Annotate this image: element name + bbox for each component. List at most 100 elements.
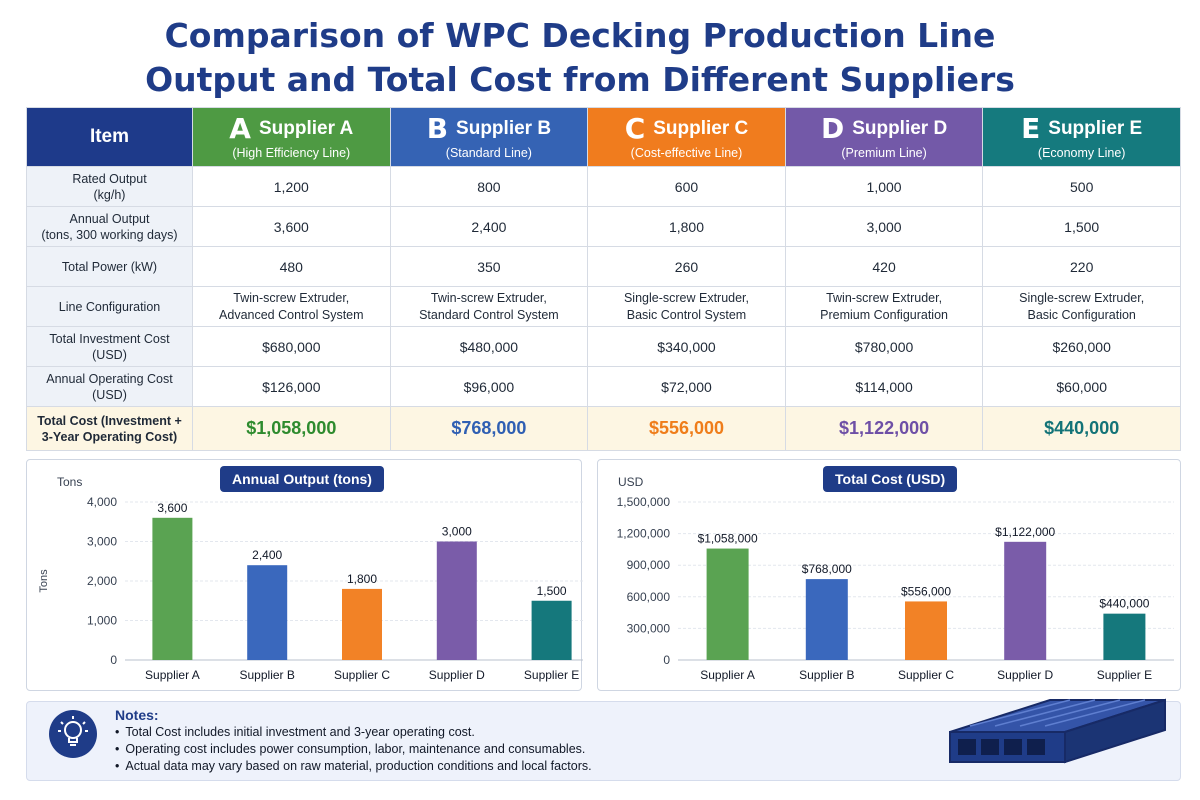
x-tick-label: Supplier D	[429, 668, 485, 682]
supplier-d-header: D Supplier D (Premium Line)	[784, 107, 984, 167]
table-header-row: Item A Supplier A (High Efficiency Line) …	[26, 107, 1181, 167]
note-item: Operating cost includes power consumptio…	[115, 741, 592, 758]
y-tick-label: 0	[663, 653, 670, 667]
bar	[706, 548, 749, 660]
cell-line-2: Basic Control System	[626, 307, 747, 322]
table-cell: 500	[982, 166, 1181, 207]
table-row-investment-cost: Total Investment Cost (USD) $680,000 $480…	[26, 326, 1181, 367]
table-cell: 220	[982, 246, 1181, 287]
comparison-table: Item A Supplier A (High Efficiency Line) …	[26, 107, 1181, 451]
table-cell: 3,600	[192, 206, 391, 247]
table-cell: 1,200	[192, 166, 391, 207]
bar	[247, 565, 288, 660]
total-cost-chart-title: Total Cost (USD)	[823, 466, 958, 492]
bar	[1103, 613, 1146, 660]
row-label: Total Cost (Investment +3-Year Operating…	[26, 406, 193, 451]
row-label: Rated Output (kg/h)	[26, 166, 193, 207]
table-cell: 350	[389, 246, 589, 287]
row-label-line: Total Power (kW)	[61, 259, 158, 274]
x-tick-label: Supplier B	[240, 668, 295, 682]
x-tick-label: Supplier C	[898, 668, 954, 682]
table-row-operating-cost: Annual Operating Cost (USD) $126,000 $96,…	[26, 366, 1181, 407]
notes-box: Notes: Total Cost includes initial inves…	[26, 701, 1181, 781]
row-label: Total Power (kW)	[26, 246, 193, 287]
table-cell: $72,000	[587, 366, 786, 407]
supplier-d-subtitle: (Premium Line)	[841, 145, 927, 160]
annual-output-chart-panel: Tons Tons 0 1,000 2,000 3,000 4,000 3,600 Suppli…	[26, 459, 583, 691]
supplier-c-header: C Supplier C (Cost-effective Line)	[587, 107, 786, 167]
lightbulb-icon	[49, 710, 97, 758]
bar	[342, 588, 382, 660]
row-label-unit: (USD)	[92, 387, 127, 402]
supplier-a-subtitle: (High Efficiency Line)	[232, 145, 351, 160]
table-row-line-configuration: Line Configuration Twin-screw Extruder, A…	[26, 286, 1181, 327]
table-cell: Single-screw Extruder, Basic Configuratio…	[982, 286, 1181, 327]
table-cell: $114,000	[784, 366, 984, 407]
supplier-b-subtitle: (Standard Line)	[445, 145, 532, 160]
table-cell: 2,400	[389, 206, 589, 247]
y-unit-label: USD	[618, 475, 644, 489]
row-label-unit: (tons, 300 working days)	[41, 227, 178, 242]
row-label-unit: (kg/h)	[93, 187, 126, 202]
table-cell: Twin-screw Extruder, Advanced Control Sys…	[192, 286, 391, 327]
bar	[531, 600, 572, 660]
bar	[805, 579, 848, 660]
y-tick-label: 0	[110, 653, 117, 667]
table-cell: $680,000	[192, 326, 391, 367]
row-label-line: Annual Operating Cost	[46, 371, 173, 386]
row-label-line: Rated Output	[72, 171, 147, 186]
y-tick-label: 3,000	[87, 535, 117, 549]
table-cell: $96,000	[389, 366, 589, 407]
table-cell: 800	[389, 166, 589, 207]
data-label: 1,500	[537, 584, 567, 598]
bar	[152, 517, 193, 660]
supplier-a-letter-icon: A	[229, 111, 251, 145]
supplier-d-name: Supplier D	[852, 117, 948, 139]
y-tick-label: 900,000	[627, 558, 671, 572]
data-label: 1,800	[347, 572, 377, 586]
supplier-b-name: Supplier B	[456, 117, 552, 139]
supplier-e-name: Supplier E	[1048, 117, 1143, 139]
y-tick-label: 2,000	[87, 574, 117, 588]
table-row-total-power: Total Power (kW) 480 350 260 420 220	[26, 246, 1181, 287]
supplier-c-letter-icon: C	[624, 111, 646, 145]
bar	[1004, 541, 1047, 660]
total-cost-cell: $440,000	[982, 406, 1181, 451]
cell-line-1: Single-screw Extruder,	[1019, 290, 1145, 305]
table-row-total-cost: Total Cost (Investment +3-Year Operating…	[26, 406, 1181, 451]
table-cell: 420	[784, 246, 984, 287]
row-label: Annual Output (tons, 300 working days)	[26, 206, 193, 247]
row-label-line: Total Investment Cost	[49, 331, 170, 346]
cell-line-1: Single-screw Extruder,	[623, 290, 750, 305]
supplier-d-letter-icon: D	[820, 111, 845, 145]
total-cost-cell: $768,000	[389, 406, 589, 451]
row-label-line: Annual Output	[69, 211, 150, 226]
x-tick-label: Supplier B	[799, 668, 854, 682]
notes-title: Notes:	[115, 707, 159, 723]
decking-board-icon	[949, 698, 1166, 764]
y-tick-label: 1,000	[87, 614, 117, 628]
cell-line-2: Advanced Control System	[219, 307, 364, 322]
table-cell: $480,000	[389, 326, 589, 367]
total-cost-cell: $1,058,000	[192, 406, 391, 451]
table-cell: 1,500	[982, 206, 1181, 247]
table-cell: 1,800	[587, 206, 786, 247]
notes-list: Total Cost includes initial investment a…	[115, 724, 592, 775]
row-label-unit: (USD)	[92, 347, 127, 362]
supplier-e-subtitle: (Economy Line)	[1037, 145, 1126, 160]
table-cell: $340,000	[587, 326, 786, 367]
supplier-a-name: Supplier A	[258, 117, 354, 139]
table-cell: $260,000	[982, 326, 1181, 367]
data-label: $440,000	[1099, 597, 1149, 611]
total-cost-chart: USD 0 300,000 600,000 900,000 1,200,000 1,500,…	[617, 475, 1174, 682]
title-line-1: Comparison of WPC Decking Production Lin…	[164, 16, 996, 55]
item-header: Item	[26, 107, 193, 167]
row-label-line: Line Configuration	[58, 299, 161, 314]
annual-output-chart-title: Annual Output (tons)	[220, 466, 384, 492]
data-label: 2,400	[252, 548, 282, 562]
supplier-a-header: A Supplier A (High Efficiency Line)	[192, 107, 391, 167]
y-tick-label: 600,000	[627, 590, 671, 604]
table-row-annual-output: Annual Output (tons, 300 working days) 3,…	[26, 206, 1181, 247]
table-cell: $60,000	[982, 366, 1181, 407]
supplier-b-letter-icon: B	[426, 111, 449, 145]
